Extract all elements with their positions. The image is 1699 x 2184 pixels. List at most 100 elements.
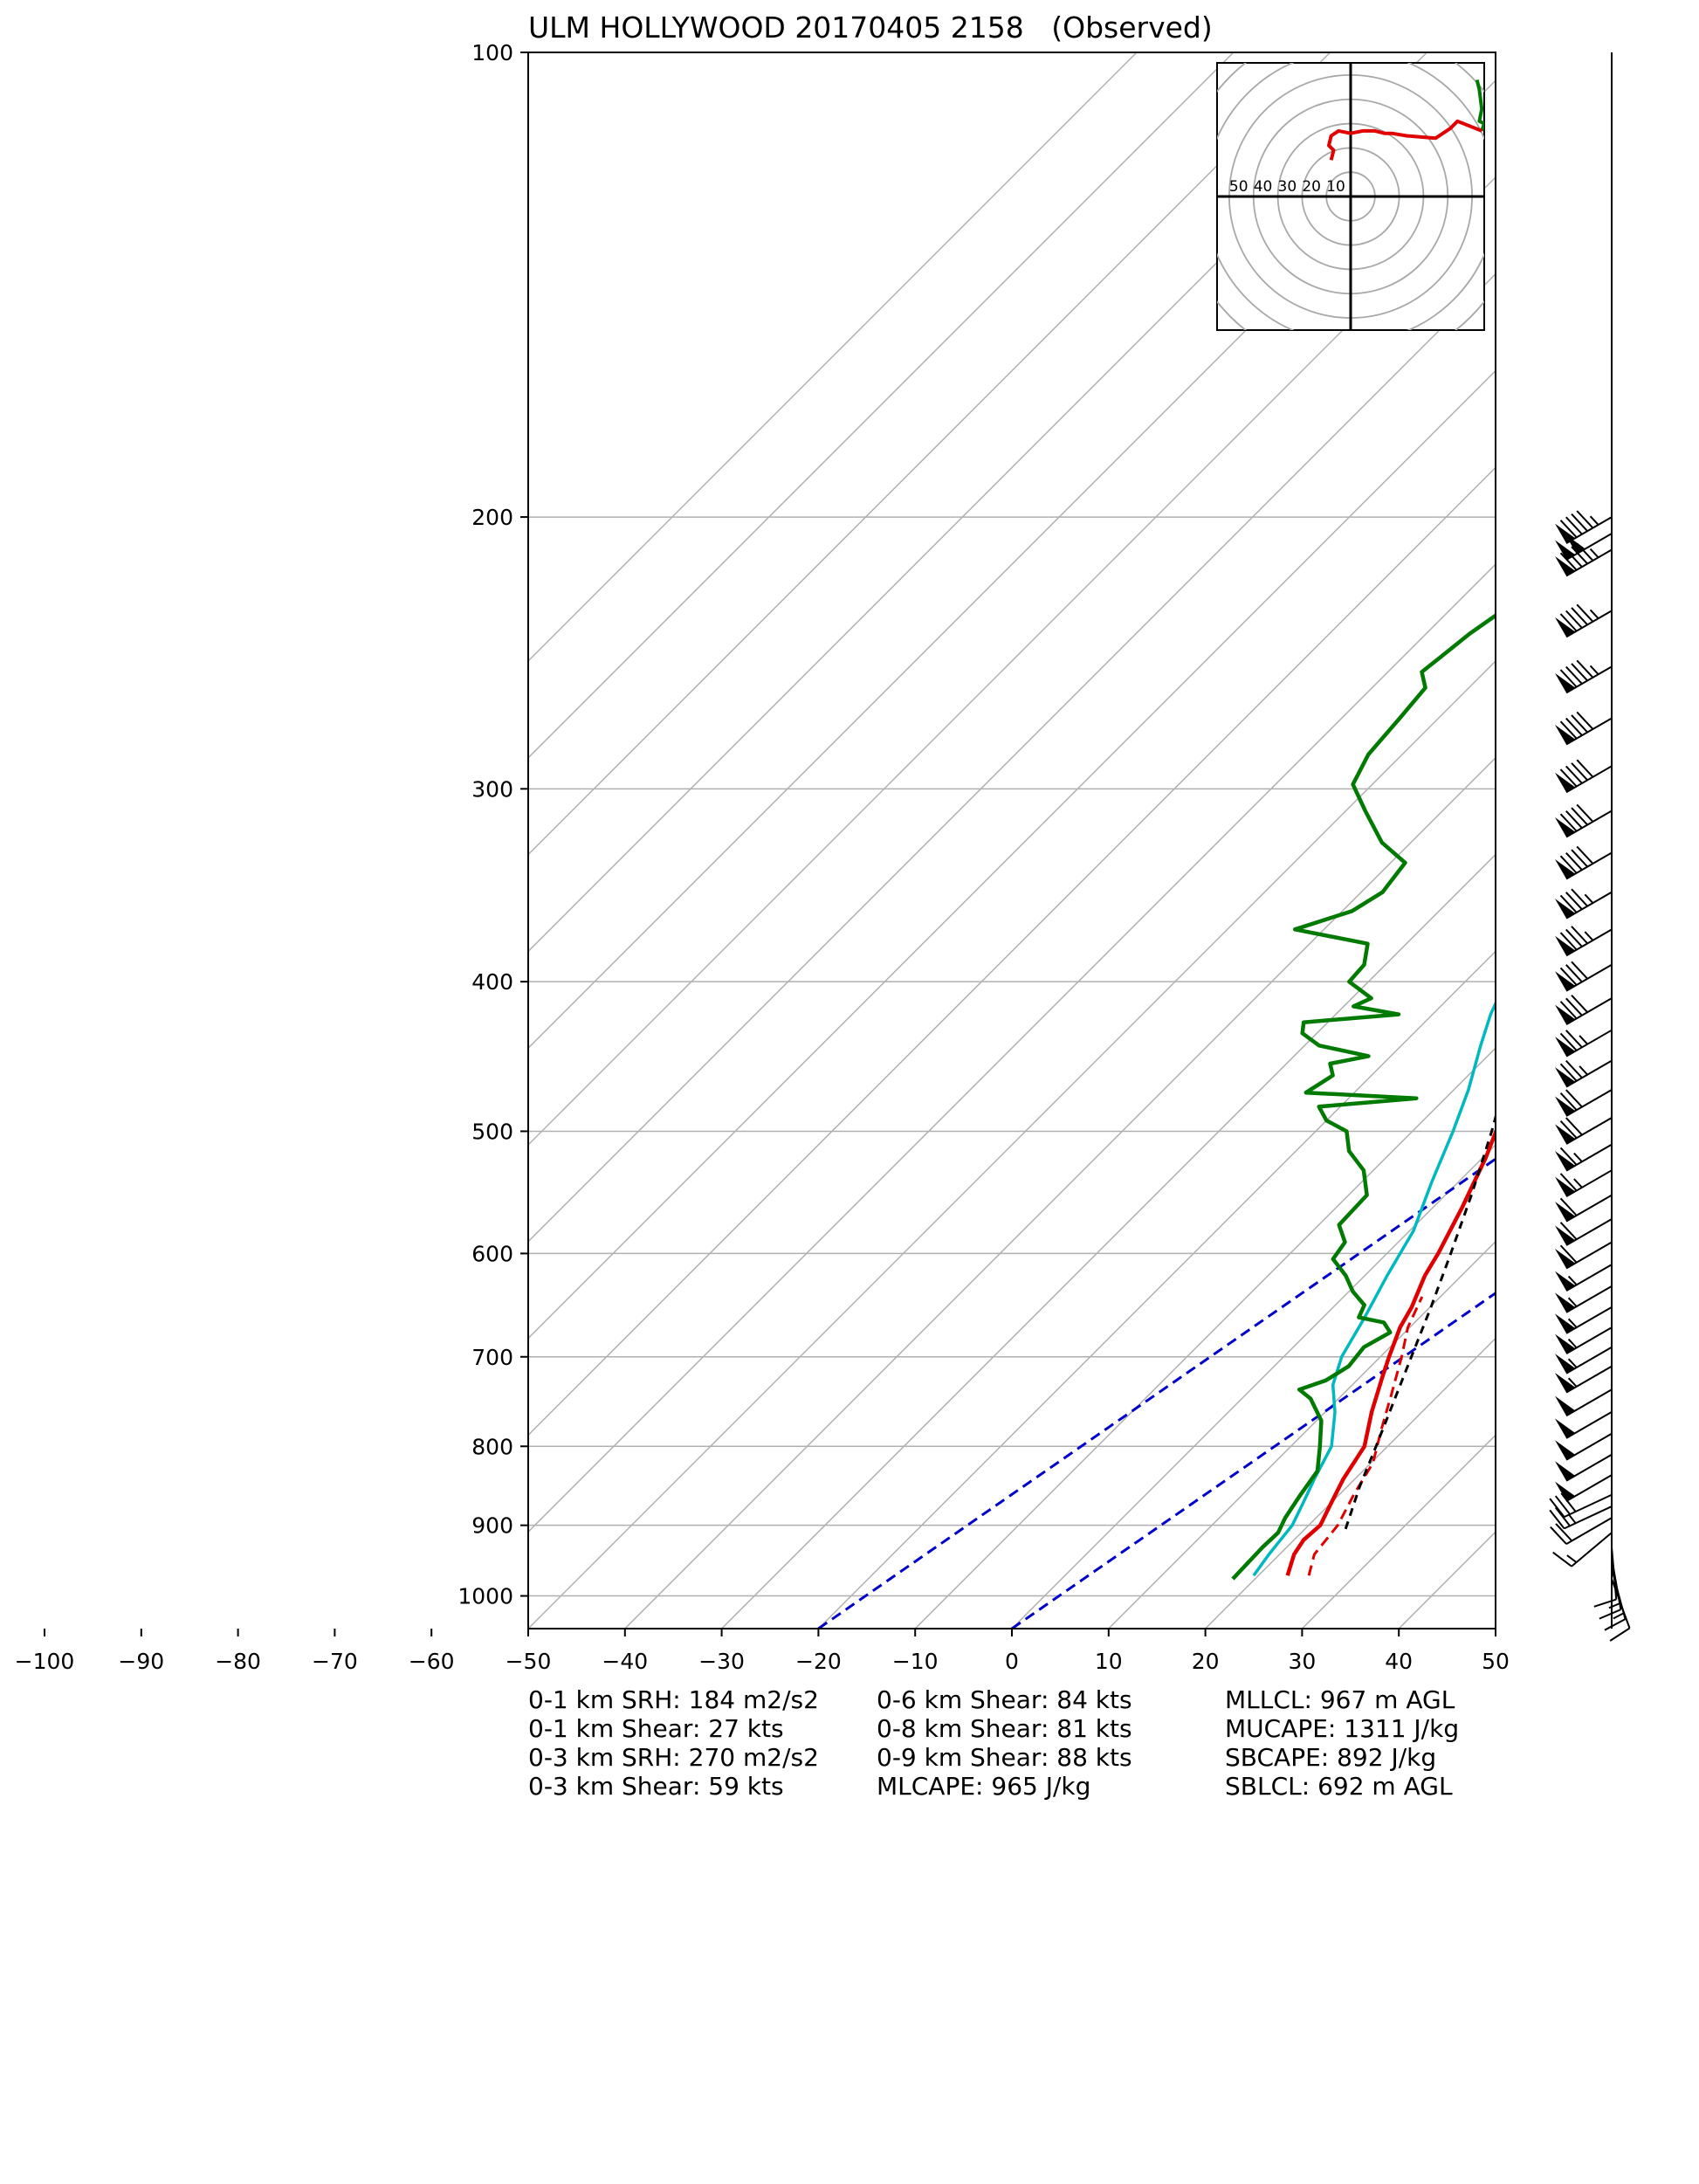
barb-full-feather [1571,807,1588,826]
isotherm--40 [624,756,1496,1629]
x-tick-label: 10 [1095,1649,1123,1674]
wind-barb [1555,1411,1613,1439]
barb-full-feather [1559,1173,1578,1192]
wind-barb [1555,1346,1613,1374]
barb-full-feather [1576,803,1594,823]
barb-flag [1555,540,1576,561]
barb-full-feather [1604,1618,1626,1631]
x-tick-label: −70 [312,1649,358,1674]
barb-full-feather [1571,961,1588,980]
y-tick-label: 700 [471,1345,513,1370]
stats-column-3: MLLCL: 967 m AGL MUCAPE: 1311 J/kg SBCAP… [1225,1685,1459,1801]
barb-flag [1555,899,1576,919]
barb-half-feather [1579,1065,1588,1076]
stat-mucape: MUCAPE: 1311 J/kg [1225,1714,1460,1743]
barb-shaft [1565,997,1613,1025]
wind-barb [1549,1505,1613,1530]
barb-half-feather [1567,1338,1578,1349]
barb-shaft [1571,1532,1613,1567]
barb-full-feather [1565,1117,1583,1136]
barb-full-feather [1559,855,1578,874]
x-tick-label: −90 [118,1649,164,1674]
wind-barb [1555,994,1613,1025]
isotherm--80 [528,369,1496,1340]
y-tick-label: 100 [471,40,513,65]
isotherm--50 [528,659,1496,1629]
barb-flag [1555,1037,1576,1057]
x-tick-label: −20 [795,1649,842,1674]
barb-shaft [1565,1411,1613,1439]
barb-full-feather [1571,663,1588,682]
x-tick-label: 30 [1288,1649,1316,1674]
stat-srh-0-3: 0-3 km SRH: 270 m2/s2 [528,1743,819,1772]
isotherm-10 [1108,1240,1496,1629]
barb-full-feather [1593,1598,1617,1608]
barb-full-feather [1571,926,1588,945]
barb-full-feather [1549,1498,1565,1518]
stat-shear-0-9: 0-9 km Shear: 88 kts [877,1743,1132,1772]
barb-flag [1555,1249,1576,1269]
barb-full-feather [1571,607,1588,626]
wind-barb [1555,926,1613,957]
isotherm-20 [1205,1337,1496,1629]
barb-full-feather [1576,845,1594,865]
barb-full-feather [1549,1509,1565,1530]
y-tick-label: 200 [471,505,513,530]
barb-full-feather [1559,1147,1578,1166]
wind-barb [1555,961,1613,992]
barb-shaft [1564,1493,1613,1519]
barb-full-feather [1559,1222,1578,1240]
barb-full-feather [1609,1627,1631,1642]
x-tick-label: −60 [409,1649,455,1674]
barb-full-feather [1565,928,1583,947]
barb-flag [1555,1096,1576,1116]
barb-full-feather [1565,892,1583,910]
barb-flag [1555,1313,1576,1333]
barb-full-feather [1554,1495,1571,1515]
barb-half-feather [1584,893,1594,904]
isotherm-50 [1495,1627,1496,1629]
barb-half-feather [1567,1377,1578,1388]
barb-flag [1555,523,1576,544]
isotherm--140 [528,52,1235,759]
barb-full-feather [1565,1030,1583,1049]
barb-flag [1555,556,1576,576]
hodograph-ring-label: 10 [1326,178,1345,196]
wind-barb [1555,1453,1613,1482]
wind-barb [1555,845,1613,880]
wind-barb [1555,1218,1613,1246]
barb-flag [1555,1176,1576,1197]
wind-barb [1555,1117,1613,1145]
wind-barb [1555,1365,1613,1394]
wind-barb [1555,1169,1613,1198]
barb-half-feather [1589,665,1599,675]
y-tick-label: 600 [471,1241,513,1266]
barb-full-feather [1554,1506,1571,1526]
wind-barb [1555,1089,1613,1117]
stats-column-1: 0-1 km SRH: 184 m2/s2 0-1 km Shear: 27 k… [528,1685,819,1801]
barb-flag [1555,1292,1576,1312]
barb-full-feather [1559,552,1578,571]
stat-shear-0-1: 0-1 km Shear: 27 kts [528,1714,784,1743]
wind-barb [1550,1517,1613,1545]
barb-full-feather [1559,520,1578,539]
barb-flag [1555,724,1576,745]
wind-barb [1555,1194,1613,1223]
y-tick-label: 400 [471,969,513,995]
barb-full-feather [1576,759,1594,778]
barb-flag [1555,1440,1576,1460]
barb-full-feather [1559,1063,1578,1082]
barb-flag [1555,1461,1576,1481]
barb-full-feather [1576,659,1594,679]
wind-barb [1555,1388,1613,1417]
hodograph-ring-label: 40 [1254,178,1273,196]
barb-full-feather [1559,1032,1578,1051]
wind-barb [1555,1143,1613,1172]
isotherm--70 [528,466,1496,1436]
barb-full-feather [1571,994,1588,1013]
x-tick-label: −10 [892,1649,939,1674]
hodograph-ring-label: 30 [1278,178,1297,196]
isotherm--130 [528,52,1331,856]
wind-barb [1555,659,1613,694]
